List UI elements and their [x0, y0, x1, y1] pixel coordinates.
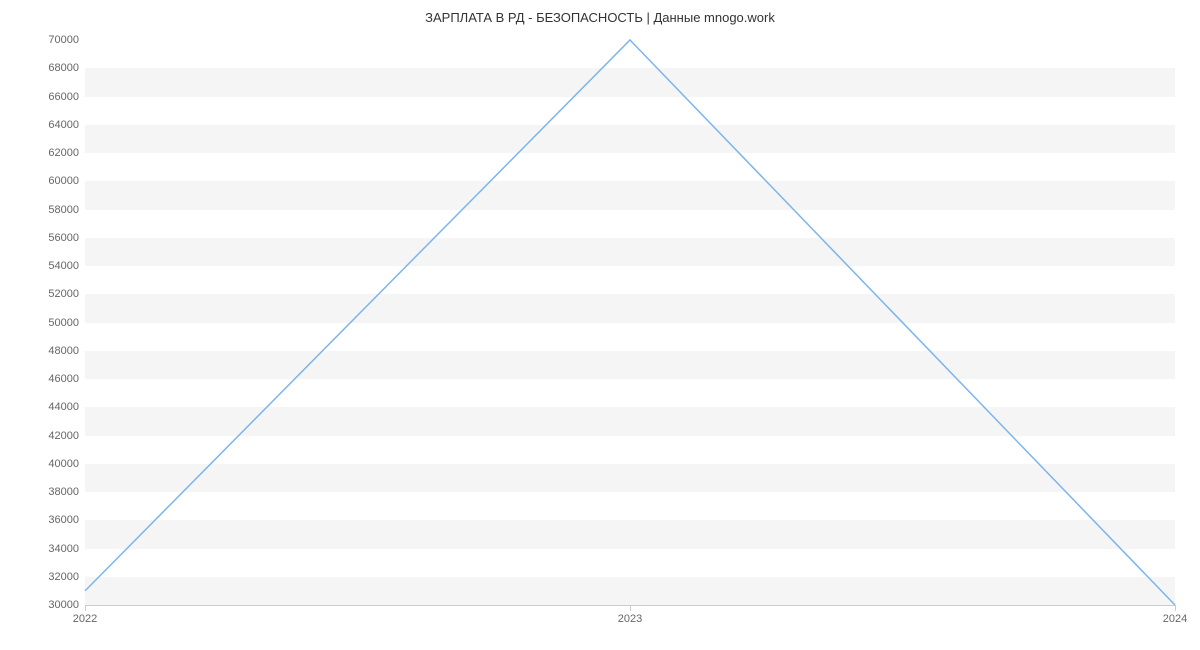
- y-axis-label: 60000: [48, 175, 85, 187]
- y-axis-label: 64000: [48, 119, 85, 131]
- y-axis-label: 54000: [48, 260, 85, 272]
- y-axis-label: 48000: [48, 345, 85, 357]
- y-axis-label: 36000: [48, 514, 85, 526]
- y-axis-label: 70000: [48, 34, 85, 46]
- chart-title: ЗАРПЛАТА В РД - БЕЗОПАСНОСТЬ | Данные mn…: [0, 0, 1200, 25]
- salary-chart: ЗАРПЛАТА В РД - БЕЗОПАСНОСТЬ | Данные mn…: [0, 0, 1200, 650]
- y-axis-label: 40000: [48, 458, 85, 470]
- y-axis-label: 46000: [48, 373, 85, 385]
- y-axis-label: 68000: [48, 62, 85, 74]
- y-axis-label: 62000: [48, 147, 85, 159]
- x-axis-label: 2024: [1163, 605, 1187, 625]
- y-axis-label: 32000: [48, 571, 85, 583]
- y-axis-label: 50000: [48, 317, 85, 329]
- y-axis-label: 52000: [48, 288, 85, 300]
- salary-line: [85, 40, 1175, 605]
- y-axis-label: 42000: [48, 430, 85, 442]
- plot-area: 3000032000340003600038000400004200044000…: [85, 40, 1175, 605]
- y-axis-label: 38000: [48, 486, 85, 498]
- y-axis-label: 34000: [48, 543, 85, 555]
- y-axis-label: 66000: [48, 91, 85, 103]
- y-axis-label: 44000: [48, 401, 85, 413]
- y-axis-label: 56000: [48, 232, 85, 244]
- x-axis-label: 2022: [73, 605, 97, 625]
- x-axis-label: 2023: [618, 605, 642, 625]
- line-series: [85, 40, 1175, 605]
- y-axis-label: 58000: [48, 204, 85, 216]
